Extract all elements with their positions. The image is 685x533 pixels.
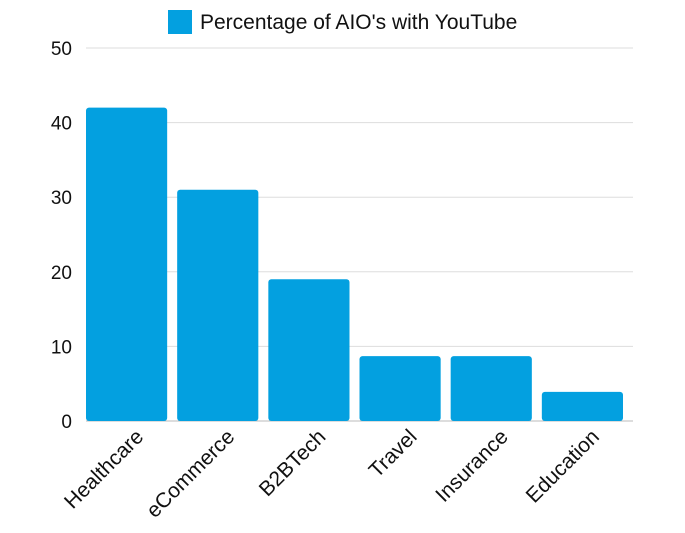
y-tick-label: 30 [51, 188, 72, 209]
bar-healthcare [86, 107, 168, 422]
bar-travel [359, 356, 441, 421]
x-tick-label: eCommerce [142, 425, 239, 522]
y-tick-label: 0 [61, 412, 72, 433]
legend-label: Percentage of AIO's with YouTube [200, 11, 517, 34]
legend: Percentage of AIO's with YouTube [168, 10, 517, 34]
y-tick-label: 40 [51, 114, 72, 135]
x-tick-label: Travel [365, 425, 422, 482]
bar-education [541, 391, 623, 421]
y-tick-label: 10 [51, 337, 72, 358]
y-axis-ticks: 0 10 20 30 40 50 [51, 39, 72, 433]
x-tick-label: Insurance [431, 425, 512, 506]
bars [86, 107, 623, 422]
bar-insurance [450, 356, 532, 421]
bar-b2btech [268, 279, 350, 421]
y-tick-label: 50 [51, 39, 72, 60]
legend-swatch [168, 10, 192, 34]
x-tick-label: Education [522, 425, 604, 507]
x-tick-label: Healthcare [60, 425, 148, 513]
bar-ecommerce [177, 189, 259, 421]
x-tick-label: B2BTech [255, 425, 331, 501]
y-tick-label: 20 [51, 263, 72, 284]
